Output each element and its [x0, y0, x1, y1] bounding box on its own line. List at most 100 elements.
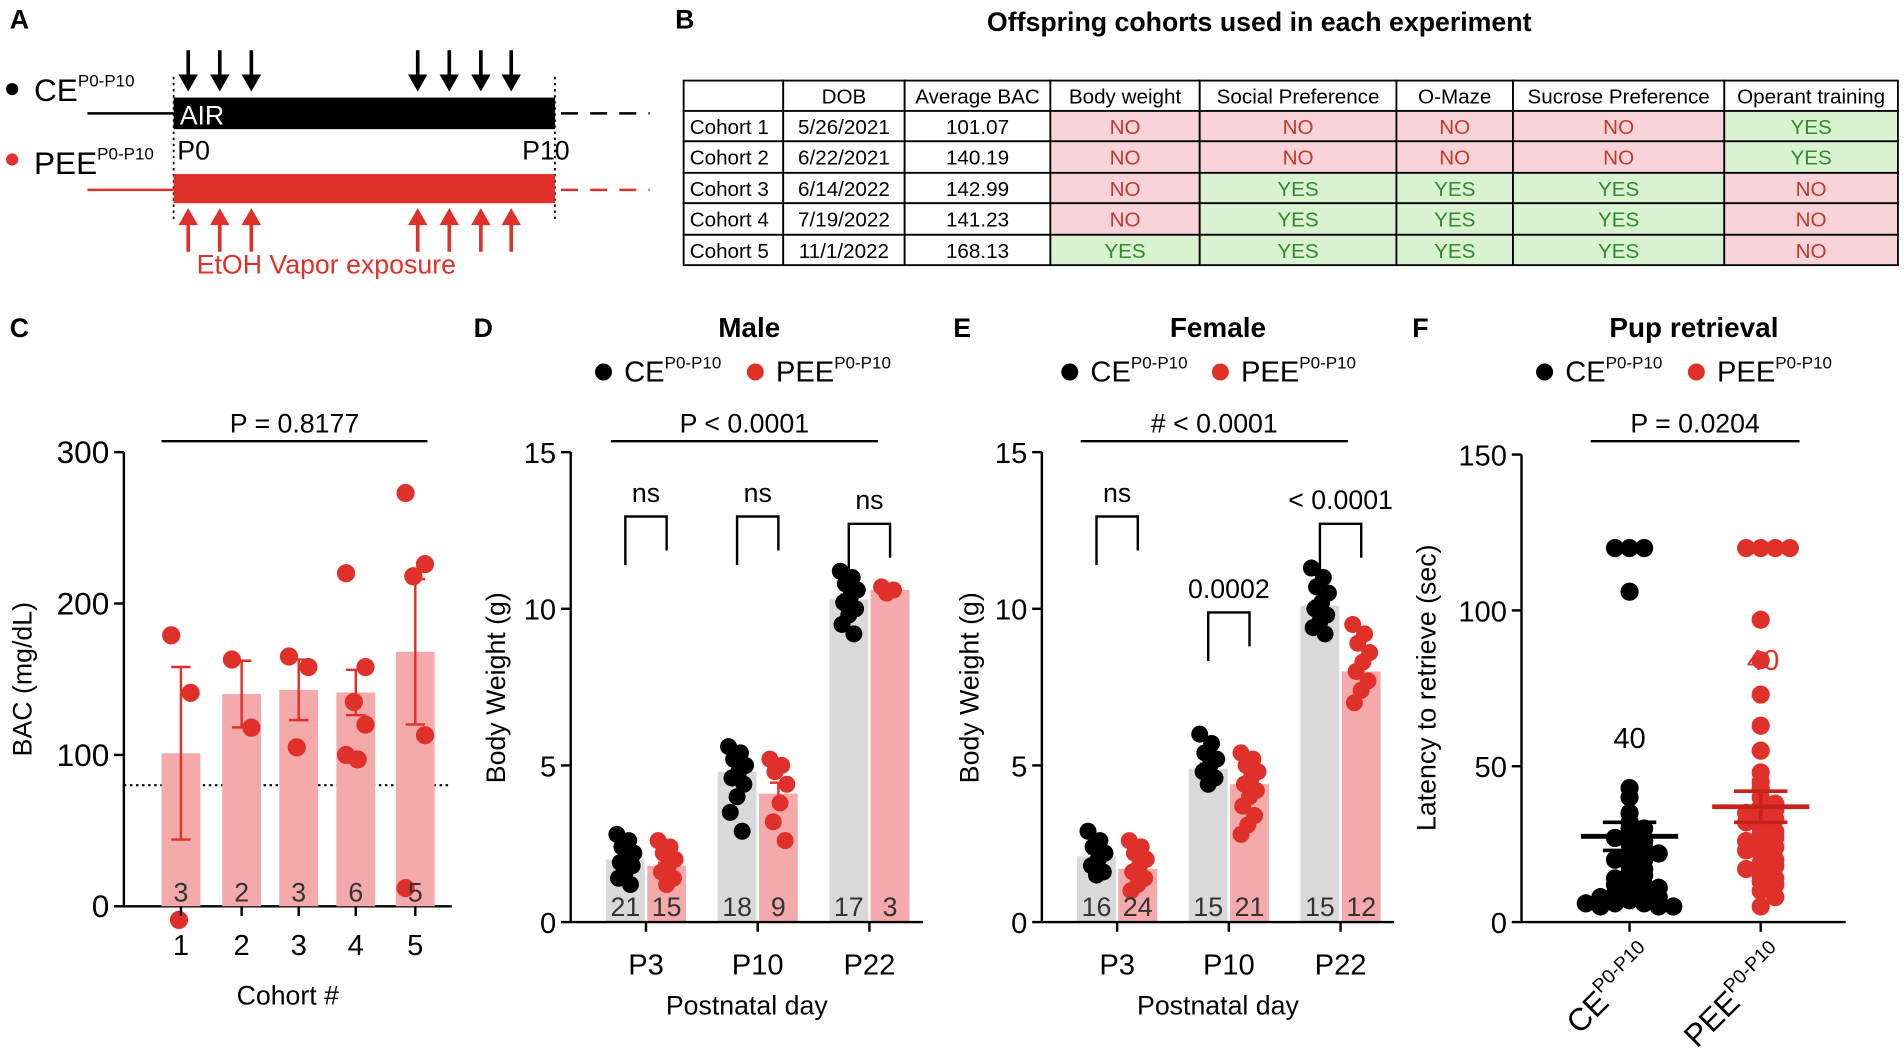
panel-letter: F [1412, 313, 1428, 343]
cell-text: YES [1598, 240, 1639, 263]
table-cell [782, 140, 906, 174]
data-point [279, 647, 299, 666]
legend-marker [1061, 363, 1079, 381]
cell-text: YES [1434, 240, 1475, 263]
x-tick-label: 3 [291, 930, 307, 962]
data-point [1766, 838, 1785, 857]
table-cell [1049, 202, 1201, 236]
header-text: Body weight [1069, 86, 1182, 109]
data-point [1751, 853, 1770, 872]
x-tick-label: 5 [407, 930, 423, 962]
cell-text: NO [1796, 208, 1827, 231]
group-label: CEP0-P10 [34, 72, 135, 109]
data-point [1199, 775, 1217, 793]
legend-marker [1211, 363, 1229, 381]
exposure-label: EtOH Vapor exposure [197, 250, 456, 280]
y-tick-label: 15 [524, 438, 556, 470]
n-label: 40 [1747, 645, 1779, 677]
data-point [222, 650, 242, 669]
table-cell [1395, 110, 1514, 143]
label-superscript: P0-P10 [1719, 936, 1780, 997]
table-cell [1723, 171, 1899, 205]
chart-title: Male [718, 312, 780, 343]
panel-letter: C [10, 313, 29, 343]
arrow-head [408, 74, 428, 92]
x-tick-label: P10 [1203, 949, 1255, 981]
n-label: 12 [1346, 892, 1376, 922]
legend-label: CEP0-P10 [1557, 936, 1661, 1040]
data-point [169, 910, 189, 930]
annotation: P < 0.0001 [680, 409, 809, 439]
data-point [1316, 625, 1334, 643]
data-point [1751, 881, 1770, 901]
n-label: 15 [1305, 892, 1335, 922]
label-superscript: P0-P10 [1775, 353, 1832, 372]
cell-text: Cohort 3 [690, 178, 769, 201]
header-text: Average BAC [915, 86, 1040, 109]
chart-title: Female [1170, 312, 1266, 343]
x-tick-label: P10 [732, 949, 784, 981]
table-cell [682, 140, 785, 174]
cell-text: YES [1598, 208, 1639, 231]
legend-label: CEP0-P10 [1090, 353, 1187, 388]
cell-text: 141.23 [946, 208, 1009, 231]
etoh-bar [173, 174, 555, 204]
data-point [735, 775, 753, 793]
header-cell [682, 79, 785, 112]
table-cell [1049, 171, 1201, 205]
cell-text: NO [1283, 116, 1314, 139]
data-point [1649, 878, 1668, 897]
data-point [1635, 881, 1654, 901]
n-label: 3 [883, 892, 898, 922]
table-cell [1198, 110, 1398, 143]
data-point [336, 564, 356, 583]
diagram-a: CEP0-P10 AIR P0 P10 PEEP0-P10 EtOH Vapor… [6, 50, 650, 280]
cell-text: NO [1283, 146, 1314, 169]
data-point [1766, 875, 1785, 894]
cell-text: YES [1277, 208, 1318, 231]
y-axis-label: Body Weight (g) [481, 592, 511, 783]
table-cell [1512, 202, 1726, 236]
data-point [1122, 882, 1140, 900]
table-cell [782, 171, 906, 205]
data-point [287, 738, 306, 757]
table-cell [682, 110, 785, 143]
y-tick-label: 5 [540, 751, 556, 783]
data-point [1234, 797, 1252, 815]
x-tick-label: P3 [628, 949, 664, 981]
cell-text: YES [1434, 208, 1475, 231]
data-point [396, 483, 415, 503]
cell-text: NO [1603, 116, 1634, 139]
legend-marker [595, 363, 612, 381]
header-cell [1198, 79, 1398, 112]
data-point [733, 822, 751, 840]
table-cell [1512, 140, 1726, 174]
bar [1300, 605, 1340, 923]
data-point [1751, 897, 1770, 916]
annotation: P = 0.0204 [1630, 409, 1760, 439]
data-point [833, 615, 851, 633]
legend-label: PEEP0-P10 [1241, 353, 1356, 388]
chart-title: Pup retrieval [1609, 312, 1778, 343]
data-point [845, 625, 863, 643]
header-cell [903, 79, 1052, 112]
bar [829, 599, 869, 923]
comparison-label: ns [632, 478, 660, 508]
cell-text: YES [1598, 178, 1639, 201]
legend-label: PEEP0-P10 [1675, 936, 1793, 1050]
arrow-head [408, 208, 428, 226]
cell-text: 7/19/2022 [798, 208, 890, 231]
cell-text: NO [1796, 178, 1827, 201]
cell-text: YES [1790, 116, 1831, 139]
x-tick-label: 4 [348, 930, 364, 962]
cell-text: Cohort 5 [690, 240, 769, 263]
data-point [396, 879, 415, 898]
arrow-head [439, 74, 459, 92]
arrow-head [501, 208, 521, 226]
y-tick-label: 150 [1458, 441, 1507, 473]
panel-letter: E [953, 313, 971, 343]
data-point [1766, 538, 1785, 558]
header-text: O-Maze [1418, 86, 1491, 109]
data-point [764, 813, 782, 831]
